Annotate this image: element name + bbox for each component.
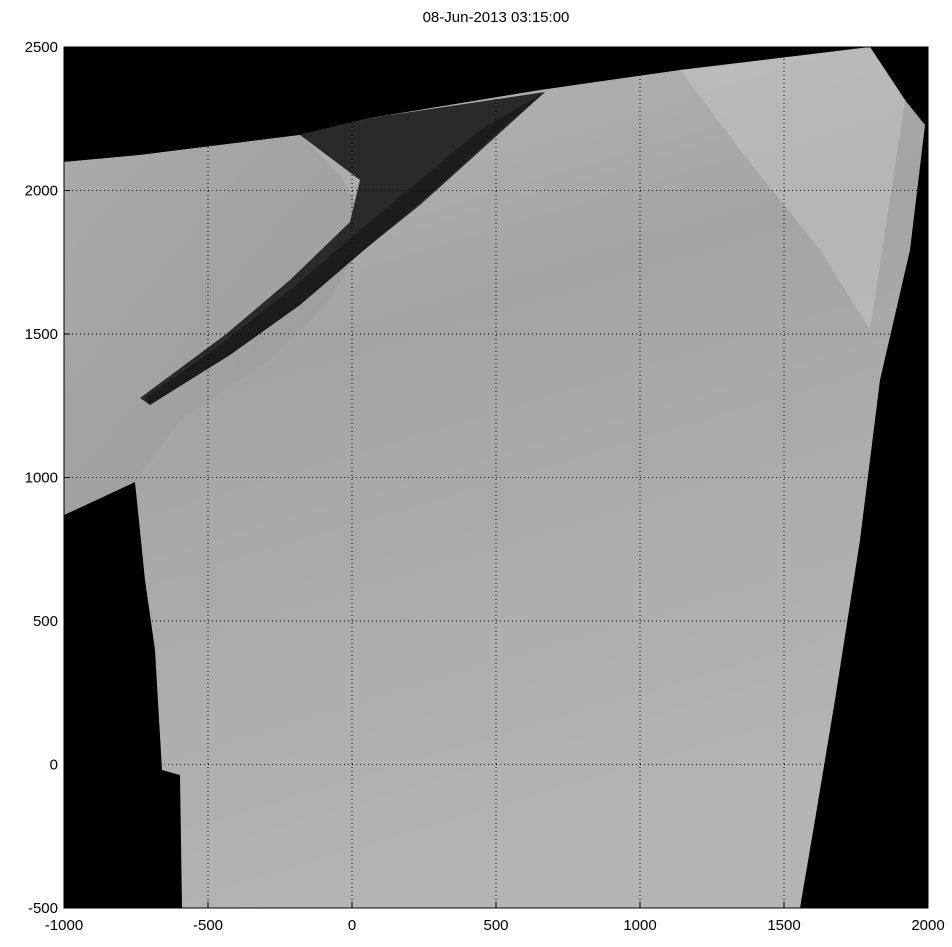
y-tick-label: 1000	[25, 470, 58, 487]
y-tick-label: 2000	[25, 183, 58, 200]
y-tick-label: 2500	[25, 39, 58, 56]
x-tick-label: -500	[193, 917, 223, 934]
x-tick-label: 1500	[767, 917, 800, 934]
chart: 08-Jun-2013 03:15:00 -1000-5000500100015…	[0, 0, 952, 942]
y-tick-label: 0	[50, 757, 58, 774]
page: 08-Jun-2013 03:15:00 -1000-5000500100015…	[0, 0, 952, 947]
x-tick-label: -1000	[45, 917, 83, 934]
y-tick-label: -500	[28, 900, 58, 917]
chart-title: 08-Jun-2013 03:15:00	[423, 9, 570, 26]
x-tick-label: 1000	[623, 917, 656, 934]
y-tick-label: 500	[33, 613, 58, 630]
y-tick-label: 1500	[25, 326, 58, 343]
x-tick-label: 500	[483, 917, 508, 934]
x-tick-label: 0	[348, 917, 356, 934]
x-tick-label: 2000	[911, 917, 944, 934]
